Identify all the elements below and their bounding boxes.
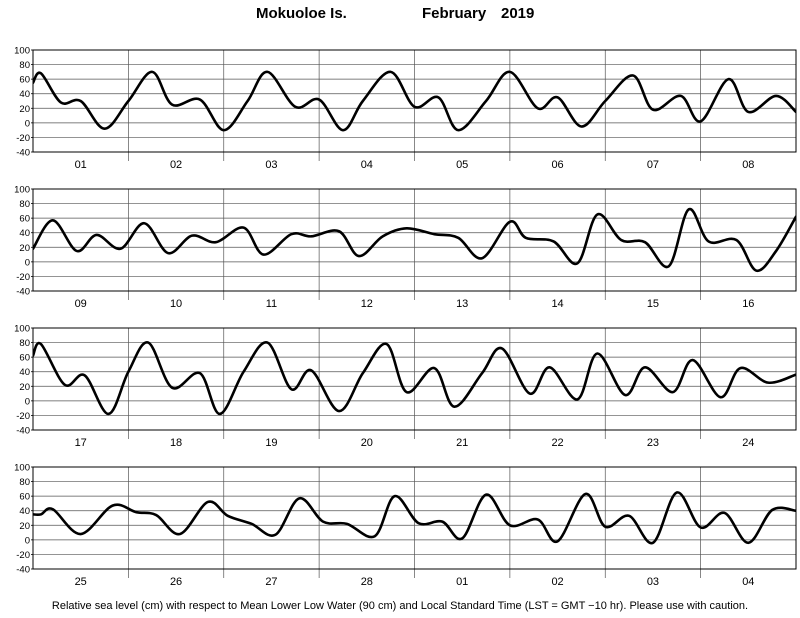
y-tick-label: 20 [19,521,30,532]
day-label: 11 [266,298,277,310]
day-label: 04 [361,159,373,171]
day-label: 18 [170,437,182,449]
y-tick-label: -40 [16,148,30,159]
tide-series-line [33,341,796,416]
y-tick-label: 60 [19,353,30,364]
tide-series-line [33,70,796,132]
day-label: 03 [647,576,659,588]
y-tick-label: 100 [14,185,30,196]
y-tick-label: -40 [16,287,30,298]
day-label: 02 [170,159,182,171]
day-label: 24 [742,437,754,449]
y-tick-label: -20 [16,550,30,561]
day-label: 15 [647,298,659,310]
chart-title-station: Mokuoloe Is. [256,5,347,22]
y-tick-label: 40 [19,506,30,517]
panel-2: -40 -20 0 20 40 60 80 100 09 10 11 12 13 14 15 16 [14,185,797,310]
y-tick-label: 80 [19,60,30,71]
day-label: 22 [551,437,563,449]
y-tick-label: 60 [19,492,30,503]
day-label: 27 [265,576,277,588]
day-label: 05 [456,159,468,171]
y-tick-label: 60 [19,75,30,86]
day-label: 02 [551,576,563,588]
y-tick-label: 0 [25,118,30,129]
day-label: 06 [551,159,563,171]
day-label: 04 [742,576,754,588]
day-label: 09 [75,298,87,310]
y-tick-label: 40 [19,367,30,378]
day-label: 25 [75,576,87,588]
y-tick-label: 0 [25,257,30,268]
panel-frame [32,188,797,292]
day-label: 21 [456,437,468,449]
panel-1: -40 -20 0 20 40 60 80 100 01 02 03 04 05 06 07 08 [14,46,797,171]
panel-frame [32,466,797,570]
y-tick-label: 100 [14,463,30,474]
day-label: 07 [647,159,659,171]
day-label: 17 [75,437,87,449]
chart-title-month: February [422,5,487,22]
day-label: 01 [75,159,87,171]
day-label: 19 [265,437,277,449]
day-label: 08 [742,159,754,171]
chart-footnote: Relative sea level (cm) with respect to … [51,600,749,612]
day-label: 23 [647,437,659,449]
day-label: 13 [456,298,468,310]
y-tick-label: 80 [19,338,30,349]
y-tick-label: 20 [19,382,30,393]
tide-series-line [33,491,796,545]
y-tick-label: 0 [25,396,30,407]
y-tick-label: 20 [19,104,30,115]
day-label: 03 [265,159,277,171]
day-label: 28 [361,576,373,588]
day-label: 10 [170,298,182,310]
y-tick-label: 0 [25,535,30,546]
y-tick-label: 20 [19,243,30,254]
panel-4: -40 -20 0 20 40 60 80 100 25 26 27 28 01 02 03 04 [14,463,797,588]
y-tick-label: -20 [16,133,30,144]
y-tick-label: -40 [16,565,30,576]
panel-frame [32,327,797,431]
day-label: 16 [742,298,754,310]
day-label: 01 [456,576,468,588]
y-tick-label: 100 [14,46,30,57]
y-tick-label: 80 [19,199,30,210]
y-tick-label: 40 [19,228,30,239]
day-label: 20 [361,437,373,449]
panel-3: -40 -20 0 20 40 60 80 100 17 18 19 20 21 22 23 24 [14,324,797,449]
day-label: 14 [551,298,563,310]
day-label: 12 [361,298,373,310]
panel-frame [32,49,797,153]
chart-title-year: 2019 [501,5,535,22]
day-label: 26 [170,576,182,588]
y-tick-label: -20 [16,272,30,283]
y-tick-label: 40 [19,89,30,100]
y-tick-label: -20 [16,411,30,422]
y-tick-label: -40 [16,426,30,437]
y-tick-label: 60 [19,214,30,225]
y-tick-label: 100 [14,324,30,335]
y-tick-label: 80 [19,477,30,488]
tide-series-line [33,208,796,272]
